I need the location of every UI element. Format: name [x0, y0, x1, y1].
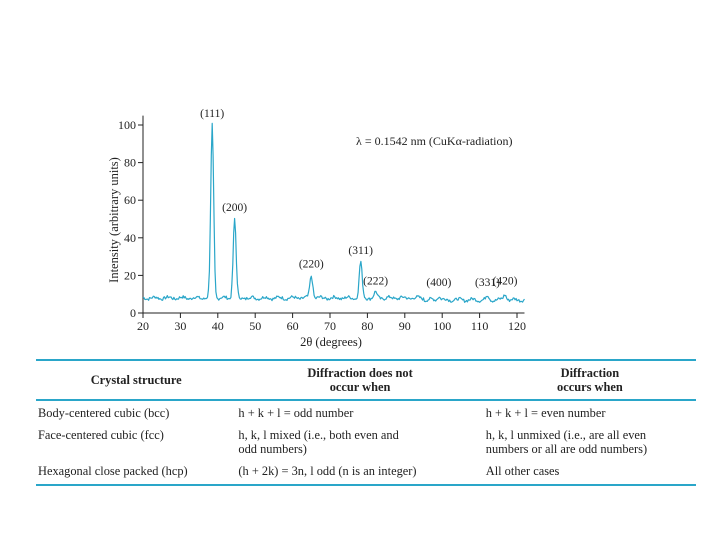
y-tick-label: 80 — [124, 156, 136, 170]
x-tick-label: 40 — [212, 319, 224, 333]
table-cell: (h + 2k) = 3n, l odd (n is an integer) — [236, 460, 484, 486]
table-header-row: Crystal structure Diffraction does not o… — [36, 359, 696, 401]
table-cell: h + k + l = even number — [485, 406, 606, 420]
table-cell: Hexagonal close packed (hcp) — [36, 460, 237, 486]
y-axis-title: Intensity (arbitrary units) — [107, 157, 121, 283]
peak-label: (200) — [222, 202, 247, 214]
x-tick-label: 100 — [433, 319, 451, 333]
header-crystal-structure: Crystal structure — [36, 359, 237, 401]
table-cell: h, k, l unmixed (i.e., are all even numb… — [485, 428, 648, 456]
x-tick-label: 60 — [287, 319, 299, 333]
peak-label: (420) — [493, 275, 518, 287]
x-tick-label: 90 — [399, 319, 411, 333]
table-cell: Face-centered cubic (fcc) — [38, 428, 164, 442]
table-cell: h, k, l mixed (i.e., both even and odd n… — [238, 428, 399, 456]
x-tick-label: 50 — [249, 319, 261, 333]
x-tick-label: 20 — [137, 319, 149, 333]
x-tick-label: 120 — [508, 319, 526, 333]
y-tick-label: 20 — [124, 268, 136, 282]
peak-label: (220) — [299, 258, 324, 270]
x-tick-label: 80 — [361, 319, 373, 333]
peak-label: (331) — [475, 277, 500, 289]
peak-label: (222) — [363, 275, 388, 287]
x-axis-title: 2θ (degrees) — [300, 335, 362, 349]
peak-labels: (111) (200) (220) (311) (222) (400) (331)(420) — [200, 108, 517, 289]
wavelength-annotation: λ = 0.1542 nm (CuKα-radiation) — [356, 134, 513, 148]
diffraction-series-line — [142, 122, 525, 303]
y-tick-label: 40 — [124, 231, 136, 245]
table-row: Hexagonal close packed (hcp) (h + 2k) = … — [36, 460, 696, 486]
table-row: Face-centered cubic (fcc) h, k, l mixed … — [36, 424, 696, 460]
table-cell: h + k + l = odd number — [238, 406, 354, 420]
x-tick-label: 30 — [174, 319, 186, 333]
chart-axes — [142, 115, 525, 314]
x-tick-label: 70 — [324, 319, 336, 333]
table-cell: Body-centered cubic (bcc) — [38, 406, 170, 420]
peak-label: (311) — [348, 245, 373, 257]
header-diffraction-does-not-occur: Diffraction does not occur when — [236, 359, 484, 401]
crystal-structure-table: Crystal structure Diffraction does not o… — [36, 359, 696, 486]
y-tick-label: 0 — [130, 306, 136, 320]
x-tick-label: 110 — [471, 319, 489, 333]
header-diffraction-occurs: Diffraction occurs when — [483, 359, 696, 401]
peak-label: (400) — [426, 277, 451, 289]
y-tick-label: 60 — [124, 193, 136, 207]
y-tick-label: 100 — [118, 118, 136, 132]
table-row: Body-centered cubic (bcc) h + k + l = od… — [36, 400, 696, 424]
table-cell: All other cases — [483, 460, 696, 486]
peak-label: (111) — [200, 108, 224, 120]
